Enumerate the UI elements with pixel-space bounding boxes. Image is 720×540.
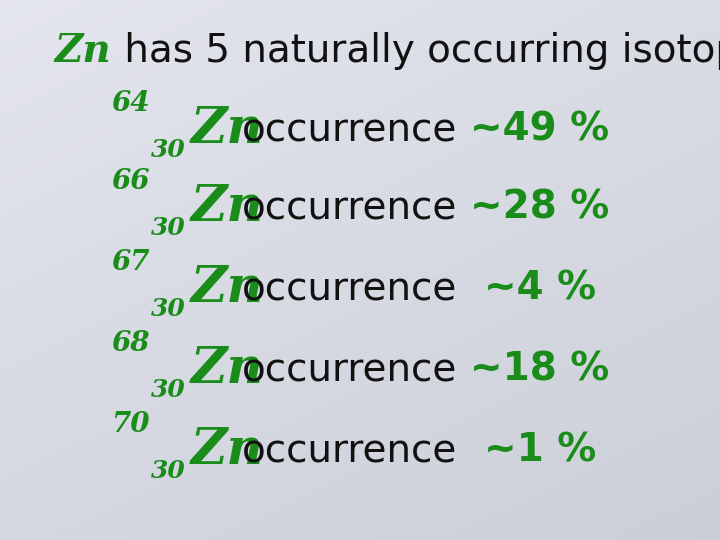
Text: 66: 66 xyxy=(112,168,150,195)
Text: 64: 64 xyxy=(112,90,150,117)
Text: 68: 68 xyxy=(112,330,150,357)
Text: ~18 %: ~18 % xyxy=(470,351,610,389)
Text: Zn: Zn xyxy=(191,105,264,154)
Text: 70: 70 xyxy=(112,411,150,438)
Text: 30: 30 xyxy=(151,298,186,321)
Text: 30: 30 xyxy=(151,379,186,402)
Text: 67: 67 xyxy=(112,249,150,276)
Text: 30: 30 xyxy=(151,460,186,483)
Text: ~1 %: ~1 % xyxy=(484,432,596,470)
Text: Zn: Zn xyxy=(54,32,111,70)
Text: ~28 %: ~28 % xyxy=(470,189,610,227)
Text: Zn: Zn xyxy=(191,427,264,475)
Text: occurrence: occurrence xyxy=(241,111,457,148)
Text: Zn: Zn xyxy=(191,265,264,313)
Text: occurrence: occurrence xyxy=(241,351,457,389)
Text: occurrence: occurrence xyxy=(241,432,457,470)
Text: 30: 30 xyxy=(151,138,186,162)
Text: Zn: Zn xyxy=(191,346,264,394)
Text: Zn: Zn xyxy=(191,184,264,232)
Text: has 5 naturally occurring isotopes: has 5 naturally occurring isotopes xyxy=(112,32,720,70)
Text: ~4 %: ~4 % xyxy=(484,270,596,308)
Text: ~49 %: ~49 % xyxy=(470,111,610,148)
Text: occurrence: occurrence xyxy=(241,270,457,308)
Text: 30: 30 xyxy=(151,217,186,240)
Text: occurrence: occurrence xyxy=(241,189,457,227)
